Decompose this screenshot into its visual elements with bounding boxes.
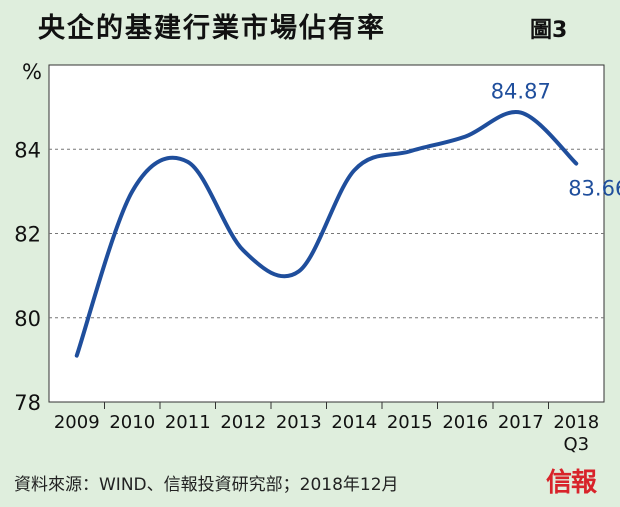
x-tick-label: 2017 — [498, 412, 544, 433]
x-tick-label: 2012 — [220, 412, 266, 433]
chart-title: 央企的基建行業市場佔有率 — [38, 13, 386, 44]
data-label: 84.87 — [491, 80, 551, 104]
x-tick-label: Q3 — [563, 434, 589, 455]
x-tick-label: 2011 — [165, 412, 211, 433]
figure-label: 圖3 — [530, 18, 568, 43]
axes: 78 80 82 84% 2009 2010 2011 2012 2013 2014 2015 201… — [14, 60, 599, 455]
y-axis-unit: % — [22, 60, 42, 84]
x-tick-label: 2016 — [442, 412, 488, 433]
y-tick-label: 84 — [14, 138, 41, 162]
x-tick-label: 2010 — [109, 412, 155, 433]
x-tick-label: 2009 — [54, 412, 100, 433]
data-label: 83.66 — [568, 177, 620, 201]
publisher-logo: 信報 — [546, 468, 597, 498]
gridlines — [49, 148, 604, 319]
y-tick-label: 82 — [14, 223, 41, 247]
x-tick-label: 2018 — [553, 412, 599, 433]
x-tick-label: 2014 — [331, 412, 377, 433]
series-line — [74, 110, 579, 358]
source-note: 資料來源：WIND、信報投資研究部；2018年12月 — [14, 475, 399, 495]
labels: 84.87 83.66 — [491, 80, 620, 201]
y-tick-label: 78 — [14, 391, 41, 415]
x-tick-label: 2015 — [387, 412, 433, 433]
y-tick-label: 80 — [14, 307, 41, 331]
x-tick-label: 2013 — [276, 412, 322, 433]
